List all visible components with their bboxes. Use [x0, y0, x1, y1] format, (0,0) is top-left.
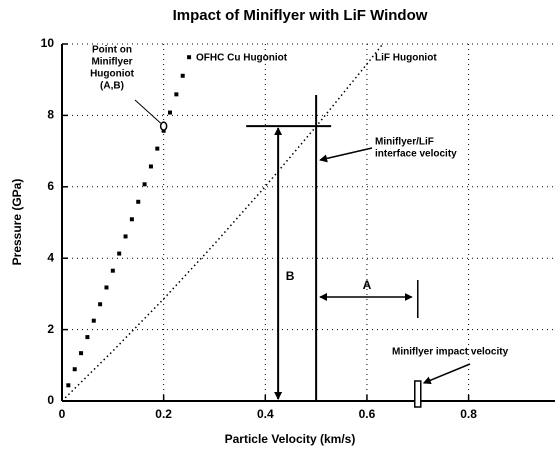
series-label: LiF Hugoniot — [375, 53, 437, 64]
data-point — [66, 383, 71, 388]
annotation: A — [363, 278, 372, 292]
annotation: Miniflyer — [91, 57, 132, 68]
hugoniot-line — [61, 44, 383, 402]
x-axis-label: Particle Velocity (km/s) — [225, 432, 356, 446]
data-point — [174, 92, 179, 97]
data-point — [155, 146, 160, 151]
impact-marker — [414, 380, 422, 408]
data-point — [148, 164, 153, 169]
x-tick-label: 0 — [59, 407, 66, 421]
data-point — [168, 110, 173, 115]
data-point — [142, 182, 147, 187]
x-tick-label: 0.6 — [359, 407, 376, 421]
data-point — [136, 199, 141, 204]
y-tick-label: 10 — [41, 36, 55, 50]
annotation: interface velocity — [375, 149, 457, 160]
y-axis-label: Pressure (GPa) — [10, 179, 24, 266]
x-tick-label: 0.2 — [155, 407, 172, 421]
y-tick-label: 6 — [47, 179, 54, 193]
leader — [134, 99, 161, 124]
annotation: Miniflyer impact velocity — [392, 347, 509, 358]
hugoniot-point — [159, 121, 168, 131]
chart-title: Impact of Miniflyer with LiF Window — [173, 7, 428, 24]
x-tick-label: 0.8 — [460, 407, 477, 421]
y-tick-label: 4 — [47, 250, 54, 264]
data-point — [85, 335, 90, 340]
y-tick-label: 8 — [47, 108, 54, 122]
y-tick-label: 2 — [47, 322, 54, 336]
data-point — [123, 234, 128, 239]
annotation: Point on — [92, 45, 132, 56]
annotation-arrow — [422, 363, 471, 385]
annotation: (A,B) — [100, 81, 124, 92]
y-tick-label: 0 — [47, 393, 54, 407]
data-point — [72, 367, 77, 372]
data-point — [79, 351, 84, 356]
data-point — [98, 302, 103, 307]
x-tick-label: 0.4 — [257, 407, 274, 421]
annotation: Hugoniot — [90, 69, 135, 80]
data-point — [110, 268, 115, 273]
annotation: B — [286, 269, 295, 283]
series-label: OFHC Cu Hugoniot — [196, 53, 288, 64]
data-point — [91, 318, 96, 323]
data-point — [117, 251, 122, 256]
annotation-arrow — [319, 147, 373, 163]
data-point — [180, 73, 185, 78]
data-point — [129, 217, 134, 222]
data-point — [104, 285, 109, 290]
annotation: Miniflyer/LiF — [375, 137, 434, 148]
data-point — [187, 55, 192, 60]
